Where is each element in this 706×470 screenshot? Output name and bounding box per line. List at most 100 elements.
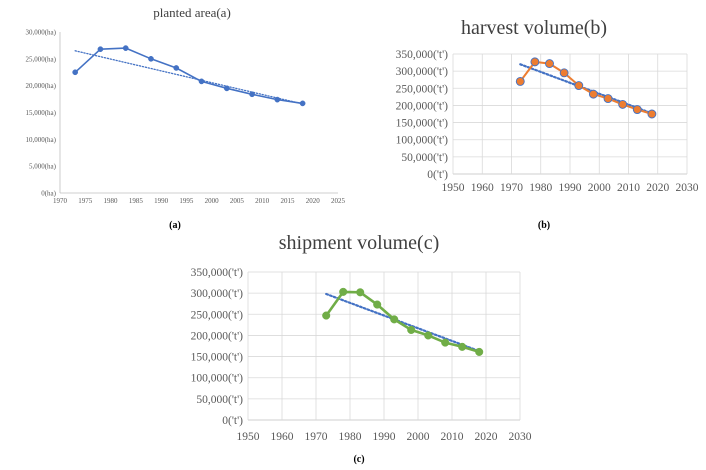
y-tick-label: 200,000('t') [191, 330, 244, 342]
data-point [515, 76, 525, 86]
y-tick-label: 25,000(ha) [25, 55, 56, 63]
y-tick-label: 5,000(ha) [29, 163, 57, 171]
y-tick-label: 200,000('t') [396, 100, 449, 112]
series-points [515, 57, 657, 119]
x-tick-label: 1980 [529, 182, 552, 194]
data-point [441, 338, 450, 347]
chart-title: shipment volume(c) [279, 232, 440, 254]
data-point [223, 85, 230, 92]
x-tick-label: 1950 [237, 431, 260, 443]
data-point [574, 81, 584, 90]
x-tick-label: 2010 [617, 182, 640, 194]
panel-label: (a) [169, 220, 181, 231]
panel-label: (b) [538, 220, 550, 231]
x-tick-label: 2015 [280, 197, 295, 205]
trendline [325, 292, 481, 353]
x-tick-label: 1980 [339, 431, 362, 443]
x-tick-label: 1970 [500, 182, 523, 194]
series-points [72, 45, 306, 107]
x-tick-label: 1970 [305, 431, 328, 443]
y-tick-label: 350,000('t') [191, 267, 244, 279]
x-tick-label: 1970 [53, 197, 68, 205]
y-tick-label: 150,000('t') [191, 352, 244, 364]
data-point [618, 99, 628, 109]
x-tick-label: 2020 [646, 182, 669, 194]
x-tick-label: 1985 [129, 197, 144, 205]
series-line-path [74, 47, 303, 105]
series-line-path [325, 290, 480, 354]
data-point [122, 45, 129, 51]
x-tick-label: 2010 [255, 197, 270, 205]
x-tick-label: 1960 [271, 431, 294, 443]
y-tick-label: 100,000('t') [191, 373, 244, 385]
data-point [173, 65, 180, 71]
y-tick-label: 250,000('t') [396, 83, 449, 95]
x-tick-label: 2020 [306, 197, 321, 205]
y-tick-label: 250,000('t') [191, 309, 244, 321]
series-line [74, 47, 303, 105]
y-tick-label: 0('t') [222, 415, 243, 427]
y-tick-label: 100,000('t') [396, 135, 449, 147]
y-tick-label: 15,000(ha) [25, 109, 56, 117]
chart-planted-area: planted area(a) 0(ha) 5,000(ha) 10,000(ha)… [25, 5, 345, 231]
data-point [530, 57, 540, 67]
x-tick-label: 2025 [331, 197, 346, 205]
x-tick-label: 2000 [407, 431, 430, 443]
x-tick-label: 1990 [559, 182, 582, 194]
axis-ticks: 0('t') 50,000('t') 100,000('t') 150,000('t'… [396, 49, 699, 194]
x-tick-label: 2005 [230, 197, 245, 205]
data-point [148, 55, 154, 62]
series-points [322, 287, 484, 356]
y-tick-label: 0('t') [427, 169, 448, 181]
y-tick-label: 50,000('t') [196, 394, 243, 406]
y-tick-label: 50,000('t') [401, 152, 448, 164]
chart-harvest-volume: harvest volume(b) 0('t') 50,000('t') 100,0… [396, 17, 699, 231]
data-point [407, 325, 416, 334]
data-point [299, 100, 306, 107]
trendline-path [325, 292, 481, 353]
data-point [373, 300, 382, 309]
x-tick-label: 1990 [154, 197, 169, 205]
x-tick-label: 2010 [441, 431, 464, 443]
data-point [632, 105, 642, 114]
data-point [424, 331, 433, 340]
data-point [72, 69, 79, 76]
data-point [356, 288, 365, 297]
chart-title: harvest volume(b) [461, 17, 607, 39]
x-tick-label: 1990 [373, 431, 396, 443]
x-tick-label: 1980 [104, 197, 119, 205]
trendline-path [74, 50, 304, 105]
x-tick-label: 2000 [588, 182, 611, 194]
x-tick-label: 1975 [78, 197, 93, 205]
y-tick-label: 300,000('t') [396, 66, 449, 78]
series-line-path [519, 60, 653, 115]
x-tick-label: 2020 [475, 431, 498, 443]
axis-ticks: 0(ha) 5,000(ha) 10,000(ha) 15,000(ha) 20,000… [25, 29, 345, 206]
chart-title: planted area(a) [153, 5, 231, 20]
data-point [475, 347, 484, 356]
trendline [74, 50, 304, 105]
data-point [274, 96, 281, 103]
panel-label: (c) [353, 454, 364, 465]
series-line [325, 290, 480, 354]
y-tick-label: 0(ha) [41, 190, 56, 198]
x-tick-label: 2030 [509, 431, 532, 443]
x-tick-label: 2000 [205, 197, 220, 205]
data-point [559, 68, 569, 78]
y-tick-label: 10,000(ha) [25, 136, 56, 144]
x-tick-label: 1950 [442, 182, 465, 194]
y-tick-label: 350,000('t') [396, 49, 449, 61]
data-point [545, 59, 554, 69]
x-tick-label: 2030 [676, 182, 699, 194]
x-tick-label: 1960 [471, 182, 494, 194]
data-point [198, 78, 205, 85]
y-tick-label: 150,000('t') [396, 118, 449, 130]
data-point [339, 287, 348, 296]
y-tick-label: 20,000(ha) [25, 82, 56, 90]
data-point [390, 315, 399, 324]
y-tick-label: 300,000('t') [191, 288, 244, 300]
series-line [519, 60, 653, 115]
data-point [588, 89, 598, 99]
y-tick-label: 30,000(ha) [25, 29, 56, 37]
